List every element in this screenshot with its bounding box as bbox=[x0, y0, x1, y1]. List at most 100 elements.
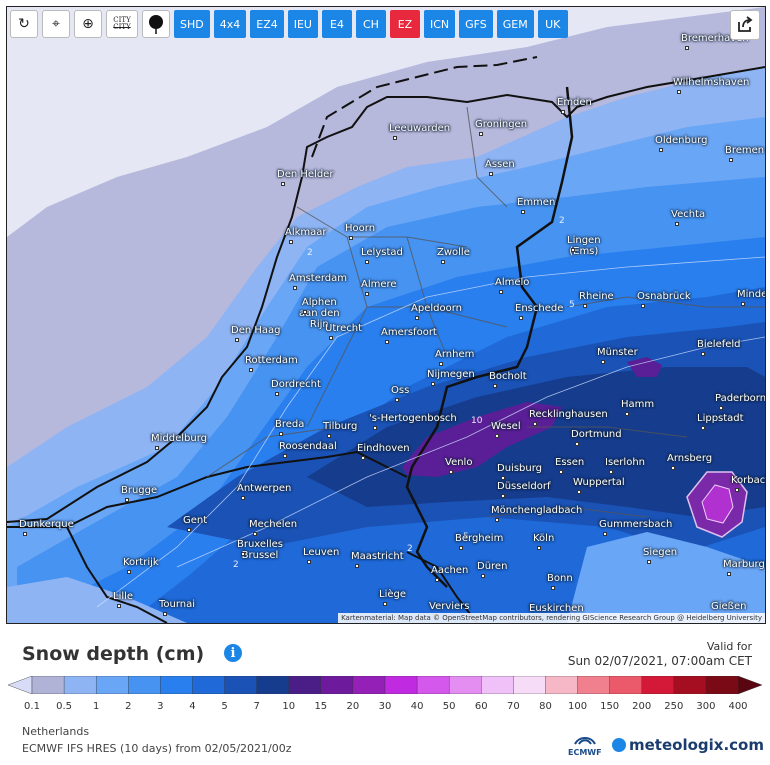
brand-name: meteologix.com bbox=[629, 736, 764, 754]
city-dot-marburg bbox=[727, 572, 731, 576]
border-nl-de bbox=[405, 86, 574, 588]
snow-max-ruhr bbox=[402, 402, 562, 477]
city-wilhelmshaven: Wilhelmshaven bbox=[673, 77, 750, 88]
share-button[interactable] bbox=[730, 10, 760, 40]
city-hoorn: Hoorn bbox=[345, 223, 376, 234]
snow-band-lower-right bbox=[567, 532, 765, 623]
city-dot-bremen bbox=[729, 158, 733, 162]
model-button-gfs[interactable]: GFS bbox=[459, 10, 493, 38]
contour-label: 2 bbox=[407, 544, 413, 554]
city-oldenburg: Oldenburg bbox=[655, 135, 708, 146]
city-tilburg: Tilburg bbox=[323, 421, 358, 432]
info-icon[interactable]: i bbox=[224, 644, 242, 662]
city-nijmegen: Nijmegen bbox=[427, 369, 475, 380]
city-roosendaal: Roosendaal bbox=[279, 441, 337, 452]
refresh-button[interactable]: ↻ bbox=[10, 10, 38, 38]
location-button[interactable]: ⌖ bbox=[42, 10, 70, 38]
model-button-e4[interactable]: E4 bbox=[321, 10, 352, 38]
city-dot-koeln bbox=[537, 546, 541, 550]
contour-label: 10 bbox=[471, 416, 483, 426]
forecast-map[interactable]: 2 2 2 5 5 10 2 Bremerhaven Wilhelmshaven Emden Le… bbox=[6, 6, 766, 624]
city-dot-eindhoven bbox=[361, 456, 365, 460]
city-dot-lille bbox=[117, 604, 121, 608]
city-essen: Essen bbox=[555, 457, 585, 468]
city-lille: Lille bbox=[113, 591, 134, 602]
city-rheine: Rheine bbox=[579, 291, 614, 302]
city-dot-bonn bbox=[551, 586, 555, 590]
city-groningen: Groningen bbox=[475, 119, 528, 130]
legend-swatch-3 bbox=[95, 676, 129, 694]
city-tournai: Tournai bbox=[159, 599, 196, 610]
city-apeldoorn: Apeldoorn bbox=[411, 303, 462, 314]
city-dot-apeldoorn bbox=[415, 316, 419, 320]
city-dueren: Düren bbox=[477, 561, 508, 572]
city-dot-den-bosch bbox=[373, 426, 377, 430]
legend-swatch-18 bbox=[577, 676, 611, 694]
model-button-icn[interactable]: ICN bbox=[423, 10, 456, 38]
legend-swatch-1 bbox=[31, 676, 65, 694]
city-dot-gummersbach bbox=[603, 532, 607, 536]
city-dunkerque: Dunkerque bbox=[19, 519, 74, 530]
city-aachen: Aachen bbox=[431, 565, 469, 576]
snow-max-muenster bbox=[627, 357, 662, 377]
meteologix-icon bbox=[612, 738, 626, 752]
city-dot-dortmund bbox=[575, 442, 579, 446]
city-alkmaar: Alkmaar bbox=[285, 227, 327, 238]
model-button-ch[interactable]: CH bbox=[355, 10, 386, 38]
city-almelo: Almelo bbox=[495, 277, 530, 288]
contour-label: 2 bbox=[559, 216, 565, 226]
model-button-shd[interactable]: SHD bbox=[174, 10, 210, 38]
legend-value: 15 bbox=[314, 701, 328, 712]
city-dot-rheine bbox=[583, 304, 587, 308]
city-labels-toggle[interactable]: CITY CITY bbox=[106, 10, 138, 38]
model-button-4x4[interactable]: 4x4 bbox=[213, 10, 247, 38]
city-dot-lippstadt bbox=[701, 426, 705, 430]
brand-logo[interactable]: meteologix.com bbox=[612, 736, 764, 754]
city-dot-duisburg bbox=[501, 476, 505, 480]
contour-5cm bbox=[176, 336, 765, 568]
city-paderborn: Paderborn bbox=[715, 393, 766, 404]
legend-swatch-23 bbox=[737, 676, 762, 694]
model-button-ez[interactable]: EZ bbox=[389, 10, 420, 38]
city-amsterdam: Amsterdam bbox=[289, 273, 348, 284]
city-dot-oss bbox=[395, 398, 399, 402]
city-dot-wilhelmshaven bbox=[677, 90, 681, 94]
city-den-bosch: 's-Hertogenbosch bbox=[369, 413, 457, 424]
city-siegen: Siegen bbox=[643, 547, 678, 558]
city-dordrecht: Dordrecht bbox=[271, 379, 321, 390]
model-button-gem[interactable]: GEM bbox=[496, 10, 534, 38]
city-minden: Minden bbox=[737, 289, 765, 300]
city-dot-nijmegen bbox=[431, 382, 435, 386]
city-dot-iserlohn bbox=[609, 470, 613, 474]
marker-button[interactable] bbox=[142, 10, 170, 38]
city-dot-dordrecht bbox=[275, 392, 279, 396]
model-selector: SHD 4x4 EZ4 IEU E4 CH EZ ICN GFS GEM UK bbox=[174, 10, 568, 38]
city-dot-amsterdam bbox=[293, 286, 297, 290]
color-legend bbox=[8, 676, 762, 694]
city-liege: Liège bbox=[379, 589, 407, 600]
contour-label: 2 bbox=[233, 560, 239, 570]
city-dot-aachen bbox=[435, 578, 439, 582]
zoom-icon: ⊕ bbox=[82, 16, 94, 32]
city-mechelen: Mechelen bbox=[249, 519, 298, 530]
city-dot-bielefeld bbox=[701, 352, 705, 356]
city-arnsberg: Arnsberg bbox=[667, 453, 713, 464]
city-dot-kortrijk bbox=[127, 570, 131, 574]
city-dot-enschede bbox=[519, 316, 523, 320]
city-dot-essen bbox=[559, 470, 563, 474]
model-button-ieu[interactable]: IEU bbox=[287, 10, 318, 38]
legend-swatch-22 bbox=[705, 676, 739, 694]
model-button-ez4[interactable]: EZ4 bbox=[250, 10, 284, 38]
valid-for-label: Valid for bbox=[706, 640, 752, 653]
border-nl-be bbox=[7, 450, 408, 528]
model-button-uk[interactable]: UK bbox=[537, 10, 568, 38]
legend-value: 80 bbox=[539, 701, 552, 712]
legend-swatch-21 bbox=[673, 676, 707, 694]
city-dot-emden bbox=[561, 110, 565, 114]
legend-value: 40 bbox=[410, 701, 424, 712]
zoom-button[interactable]: ⊕ bbox=[74, 10, 102, 38]
city-dot-tournai bbox=[163, 612, 167, 616]
city-dortmund: Dortmund bbox=[571, 429, 622, 440]
city-dot-venlo bbox=[449, 470, 453, 474]
city-middelburg: Middelburg bbox=[151, 433, 208, 444]
